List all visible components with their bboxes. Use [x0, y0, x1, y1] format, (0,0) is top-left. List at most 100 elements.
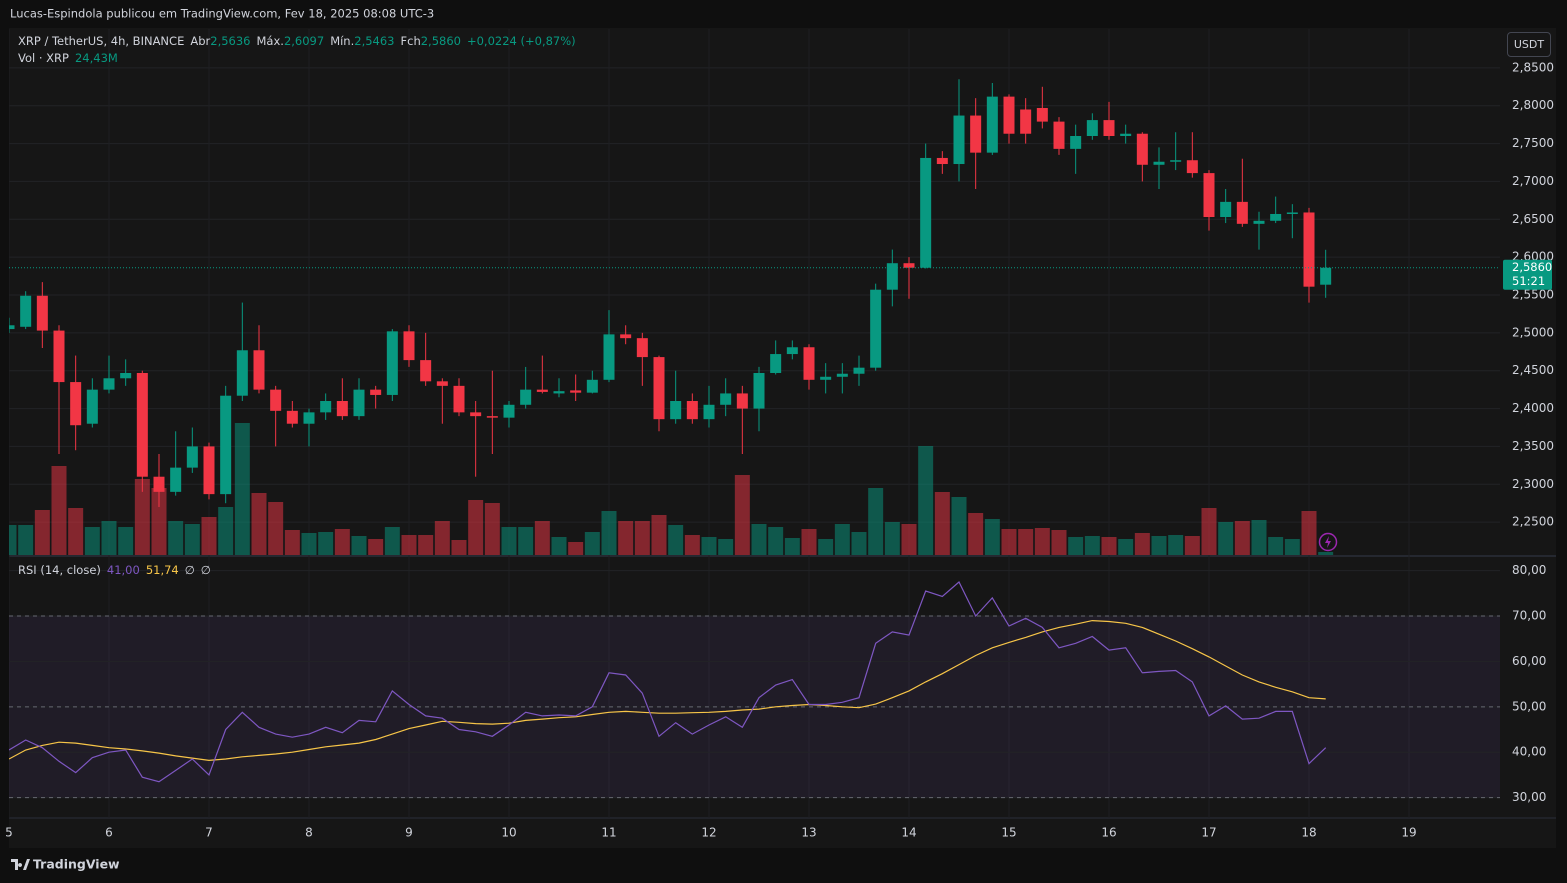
volume-bar: [1001, 529, 1017, 555]
candle-body: [1103, 120, 1115, 136]
candle-body: [886, 263, 898, 290]
candle-body: [420, 360, 432, 382]
volume-bar: [501, 527, 517, 555]
volume-bar: [984, 519, 1000, 555]
volume-bar: [934, 492, 950, 555]
x-tick-label: 10: [501, 826, 516, 840]
volume-bar: [1018, 529, 1034, 555]
candle-body: [970, 115, 982, 153]
logo-icon: [11, 859, 30, 870]
candle-body: [953, 115, 965, 165]
x-tick-label: 19: [1401, 826, 1416, 840]
volume-bar: [1068, 537, 1084, 555]
volume-bar: [384, 527, 400, 555]
y-tick-label: 2,7000: [1512, 174, 1554, 188]
candle-body: [1253, 220, 1265, 224]
rsi-flag: ∅: [200, 563, 211, 577]
candle-body: [753, 372, 765, 409]
volume-bar: [634, 521, 650, 555]
volume-bar: [668, 525, 684, 555]
volume-bar: [218, 507, 234, 555]
y-tick-label: 2,5500: [1512, 288, 1554, 302]
y-tick-label: 2,3500: [1512, 439, 1554, 453]
candle-body: [803, 347, 815, 380]
candle-body: [303, 412, 315, 424]
volume-legend: Vol · XRP 24,43M: [18, 51, 118, 65]
candle-body: [270, 389, 282, 411]
candle-body: [1320, 267, 1332, 285]
candle-body: [36, 295, 48, 331]
volume-value: 24,43M: [74, 51, 118, 65]
y-tick-label: 2,4000: [1512, 401, 1554, 415]
volume-bar: [318, 532, 334, 555]
y-tick-label: 2,4500: [1512, 363, 1554, 377]
y-tick-label: 2,6500: [1512, 212, 1554, 226]
volume-bar: [768, 527, 784, 555]
x-tick-label: 9: [405, 826, 413, 840]
candle-body: [203, 446, 215, 495]
y-tick-label: 40,00: [1512, 745, 1546, 759]
volume-bar: [868, 488, 884, 555]
candle-body: [1170, 160, 1182, 162]
volume-bar: [568, 542, 584, 555]
alert-bolt[interactable]: [1325, 536, 1331, 548]
candle-body: [103, 378, 115, 390]
volume-bar: [68, 508, 84, 555]
candle-body: [836, 373, 848, 377]
x-tick-label: 5: [5, 826, 13, 840]
candle-body: [620, 334, 632, 339]
volume-bar: [818, 539, 834, 555]
last-price-label: 2,5860: [1512, 260, 1552, 274]
candle-body: [603, 334, 615, 380]
volume-bar: [1034, 528, 1050, 555]
candle-body: [153, 476, 165, 492]
candle-body: [586, 379, 598, 393]
y-tick-label: 50,00: [1512, 699, 1546, 713]
candle-body: [820, 376, 832, 380]
publisher: Lucas-Espindola publicou em TradingView.…: [10, 7, 434, 21]
candle-body: [553, 391, 565, 394]
x-tick-label: 18: [1301, 826, 1316, 840]
volume-bar: [51, 466, 67, 555]
volume-bar: [484, 503, 500, 555]
x-tick-label: 8: [305, 826, 313, 840]
volume-bar: [234, 423, 250, 555]
x-tick-label: 13: [801, 826, 816, 840]
volume-bar: [201, 517, 217, 555]
volume-bar: [418, 535, 434, 555]
candle-body: [1036, 107, 1048, 122]
volume-bar: [284, 530, 300, 555]
candle-body: [786, 347, 798, 355]
candle-body: [1186, 160, 1198, 174]
volume-bar: [1218, 522, 1234, 555]
x-tick-label: 7: [205, 826, 213, 840]
volume-bar: [584, 532, 600, 555]
y-tick-label: 70,00: [1512, 609, 1546, 623]
symbol-legend: XRP / TetherUS, 4h, BINANCE Abr2,5636 Má…: [18, 34, 576, 48]
volume-bar: [651, 515, 667, 555]
legend-value: 2,5860: [420, 34, 461, 48]
legend-label: Máx.: [256, 34, 284, 48]
rsi-flag: ∅: [184, 563, 195, 577]
legend-item: Abr2,5636: [190, 34, 250, 48]
symbol: XRP / TetherUS, 4h, BINANCE: [18, 34, 185, 48]
rsi-ma-value: 51,74: [145, 563, 179, 577]
candle-body: [220, 395, 232, 495]
rsi-value: 41,00: [106, 563, 140, 577]
plot: [9, 79, 1500, 783]
x-tick-label: 6: [105, 826, 113, 840]
legend-item: Máx.2,6097: [257, 34, 325, 48]
candle-body: [1120, 133, 1132, 136]
candle-body: [570, 390, 582, 393]
currency-button[interactable]: USDT: [1507, 32, 1551, 57]
candle-body: [720, 393, 732, 405]
alert-icon[interactable]: [1318, 532, 1338, 552]
candle-body: [1070, 136, 1082, 149]
candle-body: [286, 410, 298, 424]
candle-body: [536, 389, 548, 392]
volume-bar: [251, 493, 267, 555]
x-tick-label: 16: [1101, 826, 1116, 840]
candle-body: [853, 367, 865, 374]
candle-body: [386, 331, 398, 395]
